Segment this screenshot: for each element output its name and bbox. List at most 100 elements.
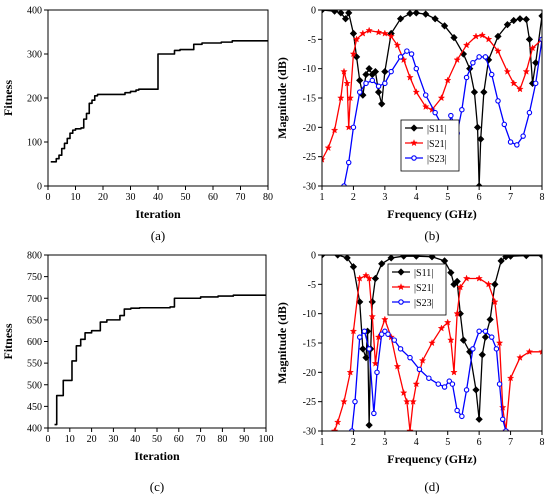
data-point (484, 280, 493, 288)
x-tick-label: 50 (181, 192, 191, 203)
data-point (363, 80, 369, 87)
data-point (396, 15, 405, 23)
y-tick-label: -25 (303, 152, 316, 163)
data-point (371, 410, 377, 417)
data-point (538, 347, 542, 355)
series-line-2 (351, 330, 507, 431)
data-point (476, 328, 482, 335)
x-tick-label: 4 (414, 192, 419, 203)
data-point (381, 315, 389, 323)
data-point (412, 255, 420, 260)
data-point (388, 68, 394, 75)
data-point (422, 92, 429, 98)
plot-frame (47, 9, 269, 187)
plot-data (54, 294, 266, 426)
data-point (472, 386, 480, 394)
data-point (447, 336, 455, 344)
data-point (494, 32, 502, 41)
data-point (330, 10, 339, 15)
data-point (412, 10, 420, 17)
chart-panel-3: 1 2 3 4 5 6 7 8 0 -5 -10 -15 -20 -25 -30 Frequency (GHz… (275, 251, 545, 495)
data-point (345, 159, 352, 166)
data-point (470, 346, 476, 352)
data-point (525, 347, 534, 355)
data-point (349, 327, 358, 335)
x-tick-label: 3 (382, 437, 387, 448)
x-tick-label: 70 (236, 192, 246, 203)
legend: |S11| |S21| |S23| (387, 263, 447, 316)
data-point (343, 255, 351, 262)
plot-data (50, 40, 268, 163)
data-point (447, 268, 455, 277)
x-tick-label: 30 (108, 434, 118, 445)
data-point (522, 67, 530, 75)
legend-label: |S23| (414, 298, 434, 309)
data-point (371, 274, 380, 283)
legend-marker (410, 139, 418, 147)
data-point (501, 121, 508, 128)
x-tick-label: 50 (152, 434, 162, 445)
data-point (356, 334, 363, 340)
data-point (349, 29, 358, 38)
data-point (448, 112, 454, 119)
y-tick-label: 400 (27, 424, 42, 435)
data-point (453, 56, 461, 63)
data-point (496, 381, 503, 387)
data-point (334, 255, 342, 259)
data-point (378, 100, 386, 108)
data-point (488, 334, 495, 340)
data-point (362, 354, 370, 362)
data-point (494, 47, 502, 55)
legend-marker (398, 299, 404, 305)
y-axis-label: Fitness (1, 323, 15, 359)
data-point (481, 333, 490, 341)
legend: |S11| |S21| |S23| (400, 119, 460, 172)
data-point (330, 427, 339, 431)
data-point (374, 369, 380, 376)
data-point (514, 142, 520, 148)
data-point (499, 416, 506, 423)
legend-label: |S11| (427, 124, 446, 135)
data-point (391, 337, 398, 343)
data-point (365, 26, 373, 34)
x-tick-label: 20 (98, 192, 108, 203)
x-tick-label: 0 (46, 434, 51, 445)
data-point (484, 35, 493, 43)
data-point (437, 324, 446, 332)
legend-label: |S21| (427, 139, 447, 150)
y-tick-label: -15 (303, 94, 316, 105)
data-point (406, 10, 414, 18)
data-point (462, 41, 471, 49)
data-point (330, 126, 339, 134)
y-tick-label: -20 (303, 368, 316, 379)
data-point (322, 10, 326, 14)
data-point (374, 88, 383, 96)
data-point (528, 44, 537, 52)
x-tick-label: 3 (382, 192, 387, 203)
data-point (334, 418, 342, 426)
y-tick-label: -10 (303, 64, 316, 75)
x-tick-label: 80 (263, 192, 273, 203)
x-tick-label: 2 (351, 437, 356, 448)
x-axis-label: Iteration (134, 449, 180, 463)
data-point (432, 109, 438, 116)
y-tick-label: 600 (27, 337, 42, 348)
y-tick-label: 700 (27, 294, 42, 305)
legend-marker (397, 283, 405, 291)
data-point (459, 336, 468, 344)
data-point (365, 65, 373, 73)
y-tick-label: 450 (27, 402, 42, 413)
data-point (346, 368, 354, 376)
legend-box (400, 119, 460, 172)
data-point (428, 339, 436, 347)
data-point (350, 124, 357, 131)
data-point (428, 105, 436, 113)
data-point (444, 318, 452, 326)
data-point (409, 397, 417, 405)
legend-marker (397, 268, 405, 276)
x-tick-label: 5 (445, 437, 450, 448)
y-tick-label: 650 (27, 315, 42, 326)
data-point (426, 375, 432, 381)
data-point (532, 80, 539, 87)
panel-caption: (d) (424, 479, 439, 494)
